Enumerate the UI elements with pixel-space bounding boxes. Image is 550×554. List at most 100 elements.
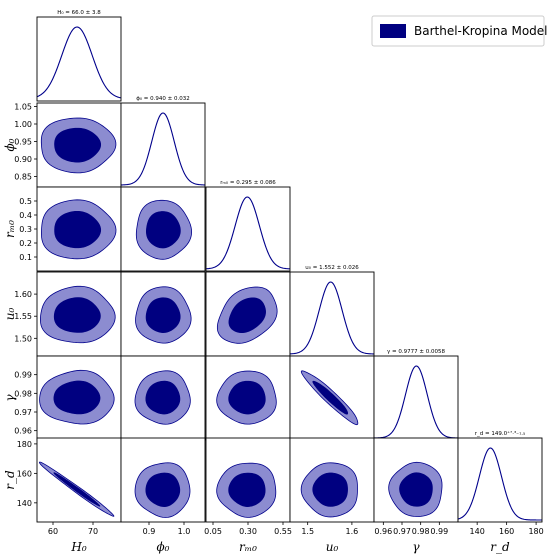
ytick-label: 1.60 (14, 290, 32, 299)
contour-68-u0-H0 (53, 297, 101, 333)
ytick-label: 0.95 (14, 138, 32, 147)
xtick-label: 1.5 (301, 527, 314, 536)
ytick-label: 1.05 (14, 103, 32, 112)
panel-rd-rm0: 0.05 0.30 0.55 rₘ₀ (204, 437, 292, 554)
yaxis-label-u0: u₀ (3, 308, 17, 321)
xtick-label: 0.97 (393, 527, 411, 536)
ytick-label: 0.4 (19, 211, 32, 220)
panel-frame (120, 186, 206, 272)
yaxis-label-gam: γ (3, 394, 17, 402)
contour-68-phi0-H0 (54, 127, 102, 163)
panel-rd-rd: r_d = 149.0⁺⁷·³₋₇.₅ 140 160 180 r_d (457, 430, 544, 554)
panel-frame (205, 186, 291, 272)
marginal-title-u0: u₀ = 1.552 ± 0.026 (305, 265, 359, 271)
ytick-label: 0.97 (14, 408, 32, 417)
marginal-title-rm0: rₘ₀ = 0.295 ± 0.086 (220, 180, 276, 186)
ytick-label: 160 (17, 469, 32, 478)
panel-background (121, 103, 205, 187)
panel-background (374, 356, 458, 440)
xtick-label: 0.05 (204, 527, 222, 536)
panel-gam-H0: 0.96 0.97 0.98 0.99 γ (3, 355, 122, 441)
ytick-label: 0.2 (19, 239, 32, 248)
panel-H0-H0: H₀ = 66.0 ± 3.8 (36, 10, 122, 102)
ytick-label: 180 (17, 440, 32, 449)
legend: Barthel-Kropina Model (371, 15, 548, 47)
contour-68-rm0-phi0 (145, 211, 181, 249)
marginal-title-gam: γ = 0.9777 ± 0.0058 (387, 349, 445, 355)
xtick-label: 0.96 (374, 527, 392, 536)
panel-gam-u0 (289, 355, 375, 441)
xaxis-label-rd: r_d (490, 540, 510, 554)
contour-68-rd-rm0 (228, 472, 266, 507)
contour-68-u0-phi0 (145, 297, 181, 333)
xtick-label: 180 (528, 527, 543, 536)
legend-swatch (380, 24, 406, 38)
xaxis-label-H0: H₀ (70, 540, 86, 554)
marginal-title-rd: r_d = 149.0⁺⁷·³₋₇.₅ (475, 430, 525, 437)
yaxis-label-rd: r_d (3, 470, 17, 490)
marginal-curve-gam (373, 365, 459, 439)
panel-phi0-phi0: ϕ₀ = 0.940 ± 0.032 (120, 96, 206, 188)
xtick-label: 70 (88, 527, 98, 536)
panel-background (206, 187, 290, 271)
contour-68-gam-rm0 (228, 380, 266, 415)
contour-68-rd-u0 (312, 472, 348, 507)
panel-background (37, 438, 121, 522)
xtick-label: 140 (470, 527, 485, 536)
legend-label: Barthel-Kropina Model (414, 24, 548, 38)
contour-68-rd-phi0 (145, 472, 181, 507)
ytick-label: 1.00 (14, 120, 32, 129)
contour-68-gam-u0 (312, 380, 349, 415)
xaxis-label-gam: γ (412, 540, 420, 554)
panel-rd-phi0: 0.9 1.0 ϕ₀ (120, 437, 206, 554)
ytick-label: 0.99 (14, 371, 32, 380)
panel-gam-phi0 (120, 355, 206, 441)
xtick-label: 0.98 (412, 527, 430, 536)
marginal-curve-H0 (36, 26, 122, 99)
marginal-title-H0: H₀ = 66.0 ± 3.8 (57, 10, 101, 16)
contour-68-u0-rm0 (228, 297, 266, 334)
panel-rd-u0: 1.5 1.6 u₀ (289, 437, 375, 554)
xtick-label: 60 (48, 527, 58, 536)
panel-gam-rm0 (205, 355, 291, 441)
panel-u0-rm0 (205, 271, 291, 357)
yaxis-label-rm0: rₘ₀ (3, 220, 17, 238)
yaxis-label-phi0: ϕ₀ (3, 138, 17, 151)
xtick-label: 0.30 (239, 527, 257, 536)
ytick-label: 0.85 (14, 173, 32, 182)
ytick-label: 0.3 (19, 225, 32, 234)
panel-gam-gam: γ = 0.9777 ± 0.0058 (373, 349, 459, 441)
panel-rm0-phi0 (120, 186, 206, 272)
ytick-label: 1.50 (14, 334, 32, 343)
contour-68-rm0-H0 (54, 210, 102, 249)
contour-68-gam-phi0 (145, 380, 181, 415)
panel-u0-phi0 (120, 271, 206, 357)
panel-phi0-H0: 0.85 0.90 0.95 1.00 1.05 ϕ₀ (3, 103, 122, 188)
ytick-label: 0.1 (19, 253, 32, 262)
ytick-label: 1.55 (14, 312, 32, 321)
contour-68-rd-H0 (53, 472, 101, 507)
panel-frame (457, 437, 543, 523)
panel-background (458, 438, 542, 522)
xtick-label: 0.99 (430, 527, 448, 536)
ytick-label: 0.90 (14, 155, 32, 164)
xtick-label: 160 (499, 527, 514, 536)
panel-rm0-rm0: rₘ₀ = 0.295 ± 0.086 (205, 180, 291, 272)
marginal-curve-u0 (289, 281, 375, 355)
marginal-title-phi0: ϕ₀ = 0.940 ± 0.032 (136, 96, 190, 102)
panel-u0-u0: u₀ = 1.552 ± 0.026 (289, 265, 375, 357)
panel-rd-gam: 0.96 0.97 0.98 0.99 γ (373, 437, 459, 554)
contour-68-gam-H0 (53, 380, 101, 415)
contour-68-rd-gam (399, 472, 433, 507)
ytick-label: 0.98 (14, 389, 32, 398)
marginal-curve-rd (457, 447, 542, 521)
panel-background (37, 17, 121, 101)
marginal-curve-rm0 (205, 196, 291, 270)
xaxis-label-u0: u₀ (326, 540, 339, 554)
xtick-label: 0.9 (143, 527, 156, 536)
xtick-label: 1.0 (178, 527, 191, 536)
xtick-label: 1.6 (346, 527, 359, 536)
ytick-label: 0.5 (19, 197, 32, 206)
